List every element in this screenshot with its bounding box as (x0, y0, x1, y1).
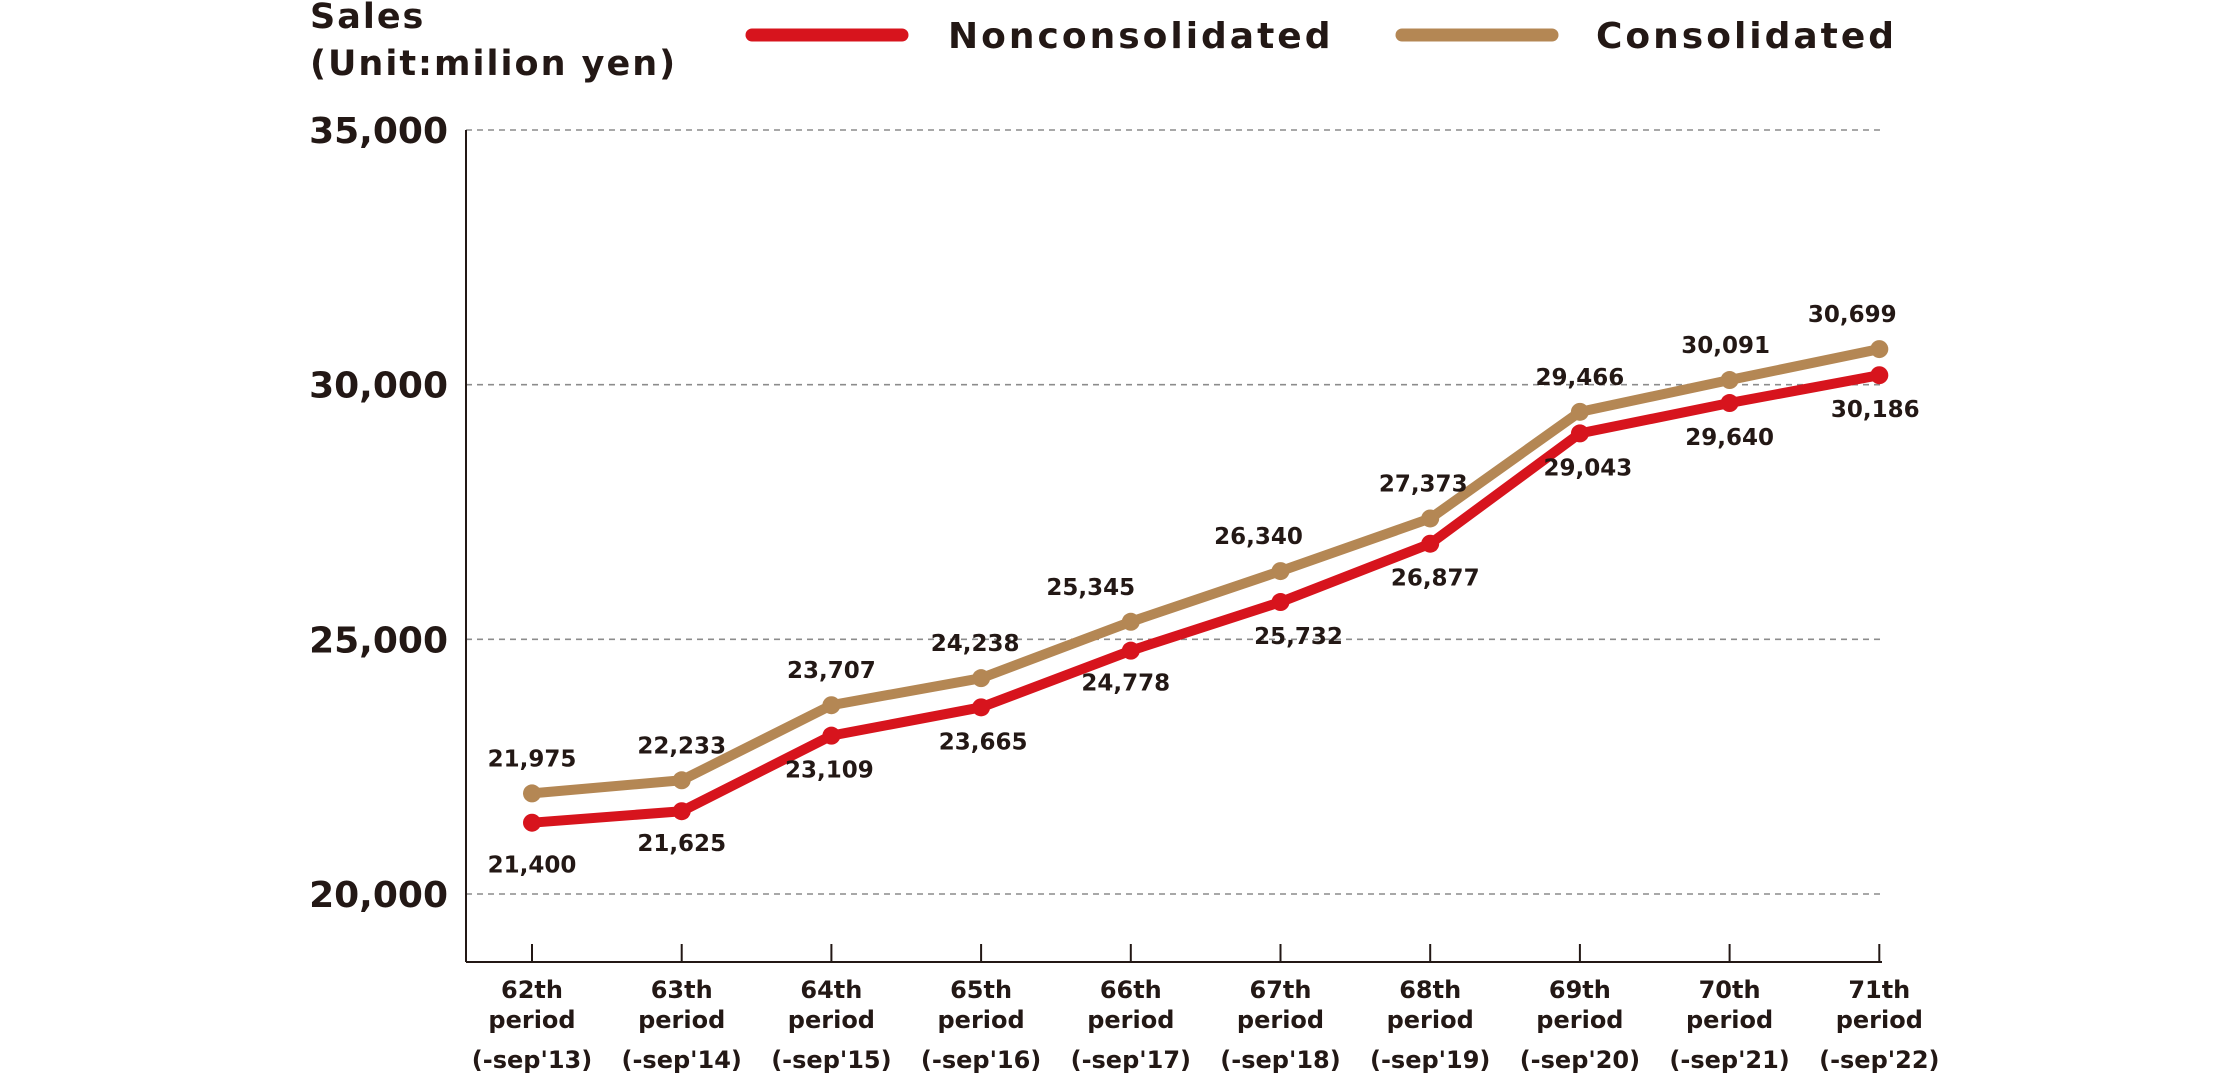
legend: Nonconsolidated Consolidated (745, 16, 1897, 57)
data-point-nonconsolidated (523, 813, 541, 832)
x-tick-label: (-sep'17) (1071, 1046, 1191, 1074)
data-label-consolidated: 26,340 (1214, 524, 1303, 550)
data-point-nonconsolidated (1720, 394, 1739, 413)
x-tick-label: (-sep'13) (472, 1046, 592, 1074)
x-tick-label: 64th (800, 976, 862, 1004)
data-point-nonconsolidated (1271, 593, 1290, 612)
data-point-nonconsolidated (672, 802, 691, 821)
series-line-nonconsolidated (527, 370, 1885, 828)
x-tick-label: period (938, 1006, 1025, 1034)
data-label-nonconsolidated: 25,732 (1254, 624, 1343, 650)
y-tick-label: 30,000 (309, 366, 448, 407)
data-label-consolidated: 30,091 (1681, 333, 1770, 359)
data-label-consolidated: 25,345 (1046, 575, 1135, 601)
x-tick-label: 65th (950, 976, 1012, 1004)
data-point-nonconsolidated (972, 698, 991, 717)
data-label-nonconsolidated: 21,625 (637, 831, 726, 857)
x-tick-label: period (1686, 1006, 1773, 1034)
x-tick-label: (-sep'19) (1370, 1046, 1490, 1074)
data-label-nonconsolidated: 21,400 (488, 853, 577, 879)
x-tick-label: period (1836, 1006, 1923, 1034)
data-label-consolidated: 23,707 (787, 658, 876, 684)
data-point-consolidated (672, 771, 691, 790)
series-group: 21,400 21,625 23,109 23,665 24,778 25,732 26,8… (488, 302, 1920, 879)
x-tick-label: 67th (1250, 976, 1312, 1004)
x-tick-label: period (638, 1006, 725, 1034)
data-point-consolidated (822, 696, 841, 715)
x-tick-label: (-sep'21) (1669, 1046, 1789, 1074)
data-point-consolidated (1870, 340, 1889, 359)
legend-label-nonconsolidated: Nonconsolidated (948, 16, 1334, 57)
x-tick-label: 66th (1100, 976, 1162, 1004)
data-label-consolidated: 22,233 (637, 733, 726, 759)
data-label-nonconsolidated: 30,186 (1831, 397, 1920, 423)
series-line-consolidated (527, 344, 1885, 799)
data-point-nonconsolidated (822, 726, 841, 745)
data-label-consolidated: 29,466 (1536, 365, 1625, 391)
data-label-consolidated: 27,373 (1379, 471, 1468, 497)
x-tick-label: (-sep'16) (921, 1046, 1041, 1074)
x-tick-label: period (1536, 1006, 1623, 1034)
y-tick-label: 25,000 (309, 620, 448, 661)
data-point-consolidated (1570, 402, 1589, 421)
data-label-nonconsolidated: 29,640 (1685, 425, 1774, 451)
data-point-consolidated (1720, 371, 1739, 390)
data-label-nonconsolidated: 23,665 (939, 729, 1028, 755)
x-tick-label: 68th (1399, 976, 1461, 1004)
x-tick-label: 63th (651, 976, 713, 1004)
x-tick-label: (-sep'15) (771, 1046, 891, 1074)
grid-lines (466, 129, 1880, 895)
x-tick-label: period (788, 1006, 875, 1034)
x-tick-label: 70th (1699, 976, 1761, 1004)
x-tick-label: period (1237, 1006, 1324, 1034)
x-tick-labels: 62thperiod(-sep'13)63thperiod(-sep'14)64… (472, 976, 1940, 1074)
x-tick-label: period (488, 1006, 575, 1034)
x-tick-label: (-sep'22) (1819, 1046, 1939, 1074)
data-point-nonconsolidated (1121, 641, 1140, 660)
data-point-nonconsolidated (1421, 534, 1440, 553)
data-label-nonconsolidated: 26,877 (1391, 566, 1480, 592)
data-point-nonconsolidated (1870, 366, 1889, 385)
x-tick-label: (-sep'14) (622, 1046, 742, 1074)
x-tick-label: 62th (501, 976, 563, 1004)
legend-label-consolidated: Consolidated (1596, 16, 1897, 57)
data-point-consolidated (1421, 509, 1440, 528)
data-label-consolidated: 24,238 (931, 631, 1020, 657)
data-label-nonconsolidated: 24,778 (1081, 671, 1170, 697)
x-tick-label: 71th (1848, 976, 1910, 1004)
data-label-consolidated: 30,699 (1808, 302, 1897, 328)
x-tick-label: period (1387, 1006, 1474, 1034)
x-tick-label: (-sep'18) (1220, 1046, 1340, 1074)
data-point-consolidated (972, 669, 991, 688)
y-axis-unit: (Unit:milion yen) (310, 44, 677, 84)
axes (465, 130, 1882, 963)
data-point-consolidated (1271, 562, 1290, 581)
data-point-nonconsolidated (1570, 424, 1589, 443)
x-tick-label: (-sep'20) (1520, 1046, 1640, 1074)
data-point-consolidated (1121, 612, 1140, 631)
x-tick-label: period (1087, 1006, 1174, 1034)
data-label-nonconsolidated: 29,043 (1544, 455, 1633, 481)
x-tick-label: 69th (1549, 976, 1611, 1004)
y-tick-labels: 20,000 25,000 30,000 35,000 (309, 111, 448, 916)
y-axis-title: Sales (310, 0, 425, 37)
data-label-consolidated: 21,975 (488, 746, 577, 772)
data-point-consolidated (523, 784, 541, 803)
y-tick-label: 20,000 (309, 875, 448, 916)
y-tick-label: 35,000 (309, 111, 448, 152)
data-label-nonconsolidated: 23,109 (785, 758, 874, 784)
